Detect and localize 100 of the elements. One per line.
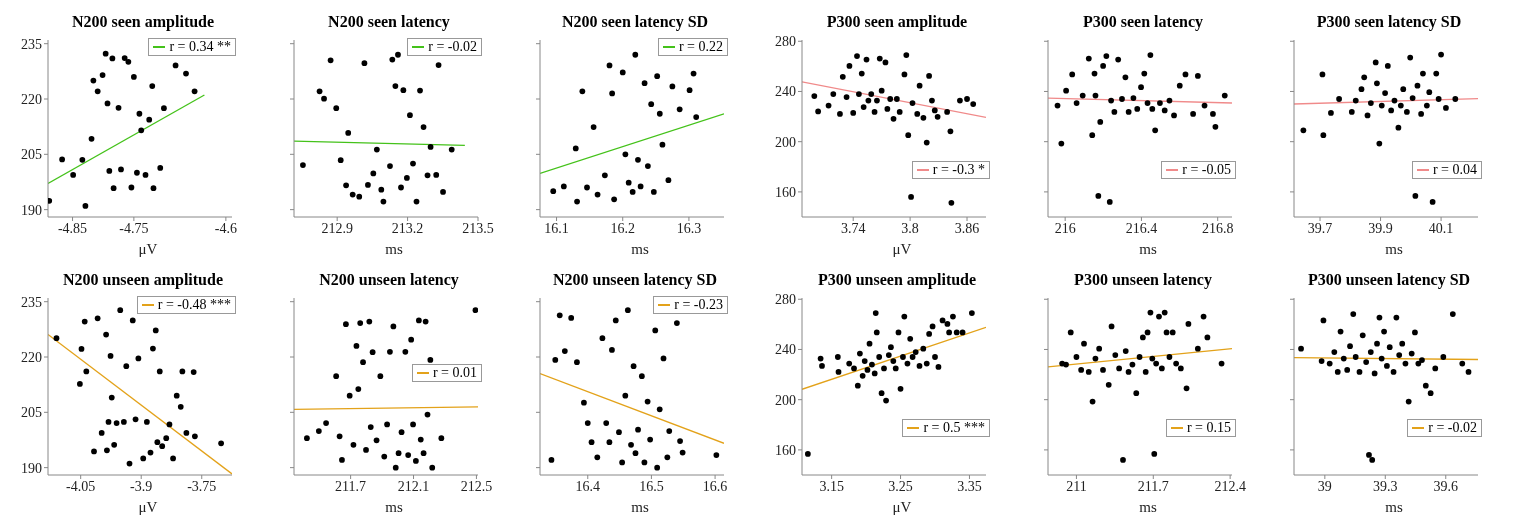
point: [366, 318, 373, 325]
point: [656, 406, 663, 413]
point: [337, 157, 344, 164]
point: [920, 345, 927, 352]
point: [1092, 92, 1099, 99]
point: [1420, 70, 1426, 77]
point: [424, 172, 431, 179]
point: [1348, 109, 1355, 115]
point: [389, 56, 396, 63]
point: [713, 452, 720, 458]
legend-label: r = 0.22: [678, 39, 723, 55]
point: [420, 124, 427, 130]
point: [415, 317, 422, 324]
point: [1212, 124, 1219, 130]
point: [969, 310, 975, 316]
legend-label: r = -0.02: [1428, 420, 1477, 436]
point: [594, 191, 601, 198]
point: [609, 347, 615, 353]
point: [1078, 367, 1085, 373]
point: [429, 464, 436, 471]
point: [1054, 102, 1061, 109]
point: [690, 70, 697, 77]
point: [590, 124, 597, 130]
point: [134, 169, 140, 176]
x-tick-label: 211.7: [335, 478, 367, 494]
point: [635, 156, 641, 163]
point: [345, 130, 352, 136]
point: [629, 189, 636, 195]
point: [1144, 100, 1151, 106]
point: [901, 313, 908, 320]
point: [895, 329, 902, 336]
point: [1204, 334, 1211, 341]
point: [1372, 59, 1379, 66]
point: [149, 83, 156, 89]
point: [407, 112, 413, 119]
point: [603, 420, 610, 426]
point: [892, 365, 899, 372]
legend-label: r = 0.15: [1186, 420, 1231, 436]
legend-label: r = -0.23: [674, 297, 723, 313]
point: [1185, 321, 1192, 327]
point: [1412, 329, 1418, 336]
point: [183, 430, 190, 436]
point: [568, 315, 575, 321]
point: [126, 460, 133, 467]
x-tick-label: 3.8: [901, 220, 919, 236]
point: [1190, 111, 1196, 117]
point: [1326, 360, 1333, 367]
point: [333, 373, 340, 380]
point: [923, 360, 930, 367]
legend-label: r = 0.04: [1432, 162, 1477, 178]
point: [373, 437, 380, 444]
point: [1106, 199, 1113, 205]
point: [417, 436, 424, 443]
point: [392, 464, 399, 471]
point: [1427, 390, 1434, 397]
point: [815, 108, 821, 115]
x-axis-title: ms: [384, 499, 404, 516]
point: [581, 399, 587, 406]
point: [612, 317, 619, 324]
x-tick-label: 3.74: [840, 220, 866, 236]
point: [1161, 309, 1168, 316]
point: [666, 428, 673, 434]
chart-title: N200 unseen latency: [318, 270, 460, 291]
x-tick-label: 16.1: [544, 220, 569, 236]
point: [1366, 452, 1372, 458]
x-tick-label: -3.9: [130, 478, 153, 494]
legend-label: r = -0.02: [428, 39, 477, 55]
y-tick-label: 190: [21, 202, 42, 218]
point: [1141, 70, 1148, 77]
point: [907, 335, 914, 342]
point: [884, 106, 891, 112]
y-tick-label: 160: [775, 442, 796, 458]
point: [896, 109, 903, 115]
point: [1418, 111, 1424, 117]
point: [574, 198, 580, 205]
legend-label: r = 0.01: [432, 365, 477, 381]
point: [635, 426, 641, 433]
point: [1438, 51, 1444, 58]
point: [659, 141, 666, 148]
point: [637, 183, 644, 190]
point: [373, 146, 380, 153]
chart-title: N200 seen latency SD: [560, 12, 710, 33]
chart-title: N200 seen latency: [327, 12, 451, 33]
point: [881, 365, 887, 372]
point: [1435, 96, 1442, 102]
point: [77, 381, 83, 387]
point: [99, 72, 106, 78]
point: [380, 198, 387, 205]
point: [1400, 86, 1407, 93]
point: [552, 357, 559, 363]
point: [909, 354, 916, 360]
point: [420, 450, 427, 457]
point: [664, 454, 671, 461]
y-tick-label: 160: [775, 184, 796, 200]
point: [1163, 329, 1170, 336]
y-tick-label: 200: [775, 134, 796, 150]
point: [150, 185, 157, 192]
point: [669, 83, 676, 90]
point: [584, 184, 590, 191]
point: [82, 203, 89, 209]
